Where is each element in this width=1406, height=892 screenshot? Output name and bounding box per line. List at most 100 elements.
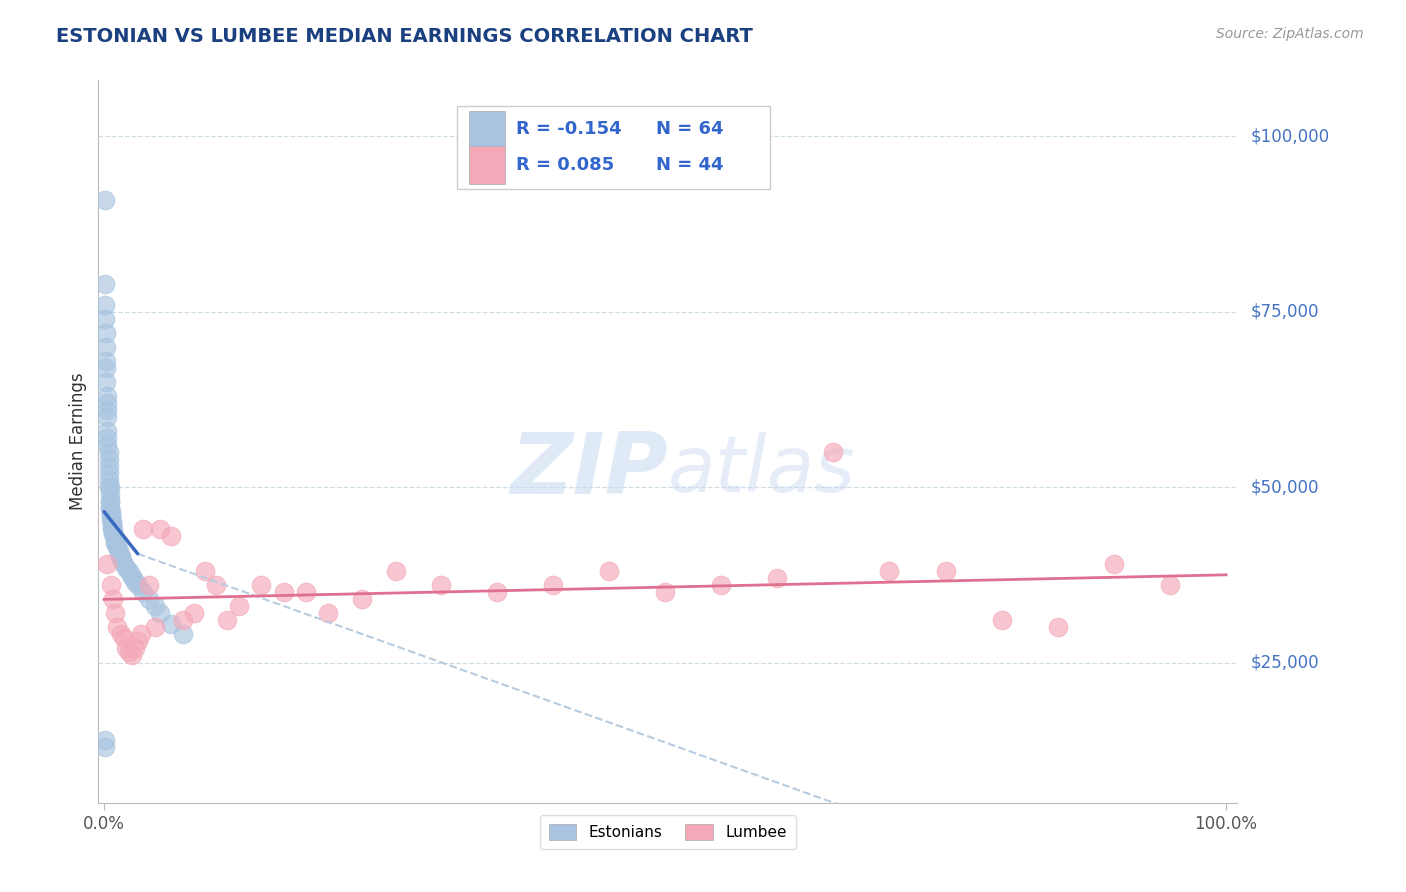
Point <box>194 564 217 578</box>
Point <box>121 648 143 663</box>
Point <box>217 614 239 628</box>
Point <box>94 739 117 754</box>
Point <box>1102 558 1125 572</box>
Point <box>96 326 118 340</box>
Point <box>97 445 120 459</box>
Point <box>98 501 121 516</box>
Point <box>105 536 128 550</box>
Point <box>118 564 141 578</box>
FancyBboxPatch shape <box>468 111 505 148</box>
Point <box>100 578 122 592</box>
Point <box>122 571 145 585</box>
Point <box>115 641 138 656</box>
Point <box>143 599 166 614</box>
Point <box>160 616 183 631</box>
Point <box>97 466 120 480</box>
Point <box>1046 620 1069 634</box>
Point <box>149 522 172 536</box>
Point <box>115 561 138 575</box>
Point <box>149 607 172 621</box>
Text: $50,000: $50,000 <box>1251 478 1319 496</box>
Point <box>318 607 340 621</box>
FancyBboxPatch shape <box>457 105 770 189</box>
Point <box>879 564 901 578</box>
Text: atlas: atlas <box>668 433 856 508</box>
Point <box>100 508 122 523</box>
Point <box>429 578 451 592</box>
Point <box>94 732 117 747</box>
Point <box>104 607 127 621</box>
Point <box>96 396 118 410</box>
Point <box>100 512 122 526</box>
Point <box>96 403 118 417</box>
Point <box>98 494 121 508</box>
Point <box>250 578 273 592</box>
Point <box>96 558 118 572</box>
Point <box>110 627 132 641</box>
Point <box>96 431 118 445</box>
FancyBboxPatch shape <box>468 146 505 184</box>
Point <box>96 360 118 375</box>
Point <box>110 550 132 565</box>
Point <box>104 533 127 547</box>
Text: R = 0.085: R = 0.085 <box>516 156 614 174</box>
Point <box>96 424 118 438</box>
Point <box>143 620 166 634</box>
Point <box>112 558 135 572</box>
Point <box>172 627 194 641</box>
Point <box>111 554 134 568</box>
Point <box>823 445 845 459</box>
Text: $75,000: $75,000 <box>1251 302 1319 321</box>
Point <box>101 515 124 529</box>
Point <box>101 518 124 533</box>
Point <box>94 193 117 207</box>
Point <box>100 505 122 519</box>
Point <box>160 529 183 543</box>
Point <box>94 311 117 326</box>
Point <box>485 585 508 599</box>
Text: N = 44: N = 44 <box>657 156 724 174</box>
Point <box>124 641 146 656</box>
Point <box>1159 578 1181 592</box>
Point <box>94 298 117 312</box>
Point <box>101 592 124 607</box>
Point <box>295 585 318 599</box>
Point <box>654 585 676 599</box>
Point <box>132 522 155 536</box>
Point <box>935 564 957 578</box>
Point <box>103 529 125 543</box>
Point <box>352 592 374 607</box>
Text: ESTONIAN VS LUMBEE MEDIAN EARNINGS CORRELATION CHART: ESTONIAN VS LUMBEE MEDIAN EARNINGS CORRE… <box>56 27 754 45</box>
Point <box>118 645 141 659</box>
Point <box>97 473 120 487</box>
Point <box>228 599 250 614</box>
Point <box>110 550 132 565</box>
Point <box>107 620 129 634</box>
Point <box>112 631 135 645</box>
Text: $25,000: $25,000 <box>1251 654 1320 672</box>
Point <box>107 540 129 554</box>
Point <box>97 480 120 494</box>
Point <box>138 592 160 607</box>
Point <box>107 543 129 558</box>
Point <box>273 585 295 599</box>
Point <box>98 487 121 501</box>
Point <box>98 480 121 494</box>
Point <box>120 567 142 582</box>
Point <box>132 585 155 599</box>
Point <box>101 522 124 536</box>
Text: $100,000: $100,000 <box>1251 128 1330 145</box>
Point <box>205 578 228 592</box>
Legend: Estonians, Lumbee: Estonians, Lumbee <box>540 815 796 849</box>
Point <box>541 578 564 592</box>
Point <box>100 508 122 523</box>
Point <box>94 277 117 291</box>
Point <box>96 340 118 354</box>
Point <box>127 634 149 648</box>
Point <box>101 522 124 536</box>
Text: N = 64: N = 64 <box>657 120 724 138</box>
Point <box>104 536 127 550</box>
Y-axis label: Median Earnings: Median Earnings <box>69 373 87 510</box>
Text: Source: ZipAtlas.com: Source: ZipAtlas.com <box>1216 27 1364 41</box>
Text: R = -0.154: R = -0.154 <box>516 120 621 138</box>
